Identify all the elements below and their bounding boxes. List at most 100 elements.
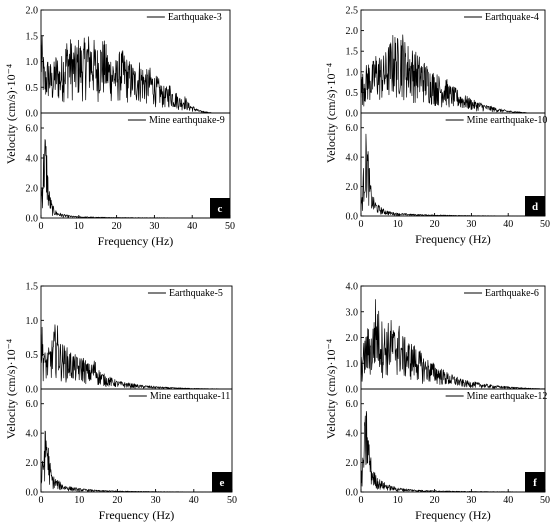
- y-tick-label: 2.0: [346, 182, 359, 193]
- subplot-f-1: 0.0 1.0 2.0 3.0 4.0 Earthquake-6: [346, 282, 546, 396]
- x-tick-label: 10: [74, 221, 84, 232]
- subplot-d-2: 0.0 2.0 4.0 6.0 Mine earthquake-10: [346, 112, 548, 223]
- legend-label: Earthquake-4: [485, 12, 539, 23]
- subplot-frame: [40, 388, 233, 493]
- y-tick-label: 1.0: [346, 67, 359, 78]
- y-tick-label: 1.0: [26, 57, 39, 68]
- x-tick-label: 30: [151, 495, 161, 506]
- y-tick-label: 4.0: [26, 154, 39, 165]
- x-axis-label: Frequency (Hz): [415, 508, 491, 522]
- y-axis-label: Velocity (cm/s)·10⁻⁴: [4, 339, 18, 439]
- legend-label: Earthquake-3: [168, 12, 222, 23]
- legend-label: Mine earthquake-9: [149, 115, 225, 126]
- legend-label: Mine earthquake-11: [150, 391, 230, 402]
- x-tick-label: 30: [466, 219, 476, 230]
- y-tick-label: 6.0: [26, 399, 39, 410]
- y-tick-label: 4.0: [346, 429, 359, 440]
- panel-letter: c: [218, 203, 223, 215]
- x-tick-label: 30: [149, 221, 159, 232]
- x-tick-label: 30: [466, 495, 476, 506]
- y-tick-label: 0.0: [26, 109, 39, 120]
- x-tick-label: 40: [503, 219, 513, 230]
- series-line-earthquake-6: [360, 299, 546, 390]
- y-tick-label: 6.0: [346, 399, 359, 410]
- series-line-mine-earthquake-11: [40, 430, 232, 493]
- y-tick-label: 1.0: [346, 359, 359, 370]
- subplot-e-1: 0.0 0.5 1.0 1.5 Earthquake-5: [26, 282, 233, 396]
- series-line-earthquake-5: [40, 324, 232, 390]
- x-tick-label: 10: [393, 219, 403, 230]
- y-tick-label: 6.0: [26, 124, 39, 135]
- x-tick-label: 20: [112, 495, 122, 506]
- x-axis-label: Frequency (Hz): [98, 234, 174, 248]
- y-tick-label: 2.0: [26, 6, 39, 17]
- legend-label: Mine earthquake-10: [467, 115, 548, 126]
- y-tick-label: 0.0: [26, 214, 39, 225]
- subplot-e-2: 0.0 2.0 4.0 6.0 Mine earthquake-11: [26, 388, 233, 499]
- x-tick-label: 0: [39, 495, 44, 506]
- x-tick-label: 40: [187, 221, 197, 232]
- y-axis-label: Velocity (cm/s)·10⁻⁴: [324, 63, 338, 163]
- y-tick-label: 0.5: [26, 83, 39, 94]
- chart-panel-e: 0.0 0.5 1.0 1.5 Earthquake-5 0.0 2.0 4.0 6.0 Mine…: [4, 282, 237, 523]
- series-line-earthquake-4: [360, 34, 545, 114]
- panel-badge: [525, 472, 545, 492]
- x-tick-label: 0: [359, 495, 364, 506]
- y-tick-label: 1.5: [26, 31, 39, 42]
- panel-badge: [525, 196, 545, 216]
- y-tick-label: 2.0: [346, 26, 359, 37]
- series-line-mine-earthquake-9: [40, 139, 230, 219]
- chart-panel-f: 0.0 1.0 2.0 3.0 4.0 Earthquake-6 0.0 2.0 4.0 6.0 M…: [324, 282, 550, 523]
- y-tick-label: 2.0: [26, 458, 39, 469]
- x-axis-label: Frequency (Hz): [415, 232, 491, 246]
- subplot-f-2: 0.0 2.0 4.0 6.0 Mine earthquake-12: [346, 388, 547, 499]
- series-line-mine-earthquake-10: [360, 133, 545, 217]
- y-axis-label: Velocity (cm/s)·10⁻⁴: [4, 64, 18, 164]
- y-tick-label: 0.0: [346, 385, 359, 396]
- y-tick-label: 3.0: [346, 307, 359, 318]
- panel-letter: d: [532, 201, 538, 213]
- y-tick-label: 0.0: [26, 488, 39, 499]
- subplot-frame: [360, 112, 546, 217]
- y-tick-label: 1.5: [26, 282, 39, 293]
- y-tick-label: 0.0: [346, 212, 359, 223]
- x-tick-label: 0: [359, 219, 364, 230]
- y-tick-label: 4.0: [26, 429, 39, 440]
- y-axis-label: Velocity (cm/s)·10⁻⁴: [324, 339, 338, 439]
- x-tick-label: 20: [430, 495, 440, 506]
- chart-panel-c: 0.0 0.5 1.0 1.5 2.0 Earthquake-3 0.0 2.0 4.0 6.0 M…: [4, 6, 235, 249]
- x-tick-label: 50: [227, 495, 237, 506]
- x-tick-label: 40: [189, 495, 199, 506]
- y-tick-label: 4.0: [346, 153, 359, 164]
- y-tick-label: 2.0: [346, 458, 359, 469]
- x-tick-label: 50: [540, 219, 550, 230]
- x-tick-label: 40: [503, 495, 513, 506]
- subplot-d-1: 0.0 0.5 1.0 1.5 2.0 2.5 Earthquake-4: [346, 6, 546, 120]
- y-tick-label: 6.0: [346, 123, 359, 134]
- legend-label: Earthquake-6: [485, 288, 539, 299]
- series-line-earthquake-3: [40, 35, 230, 114]
- x-tick-label: 10: [393, 495, 403, 506]
- x-tick-label: 20: [112, 221, 122, 232]
- x-axis-label: Frequency (Hz): [99, 508, 175, 522]
- y-tick-label: 0.0: [346, 488, 359, 499]
- subplot-c-2: 0.0 2.0 4.0 6.0 Mine earthquake-9: [26, 112, 231, 225]
- y-tick-label: 1.0: [26, 316, 39, 327]
- x-tick-label: 20: [430, 219, 440, 230]
- panel-badge: [210, 198, 230, 218]
- y-tick-label: 2.0: [26, 184, 39, 195]
- x-tick-label: 10: [74, 495, 84, 506]
- x-tick-label: 50: [540, 495, 550, 506]
- chart-panel-d: 0.0 0.5 1.0 1.5 2.0 2.5 Earthquake-4 0.0 2.0 4.0 6…: [324, 6, 550, 247]
- y-tick-label: 0.0: [346, 109, 359, 120]
- y-tick-label: 2.5: [346, 6, 359, 17]
- series-line-mine-earthquake-12: [360, 410, 545, 493]
- y-tick-label: 0.5: [26, 350, 39, 361]
- subplot-c-1: 0.0 0.5 1.0 1.5 2.0 Earthquake-3: [26, 6, 231, 120]
- panel-letter: e: [220, 477, 225, 489]
- x-tick-label: 50: [225, 221, 235, 232]
- y-tick-label: 0.0: [26, 385, 39, 396]
- subplot-frame: [40, 112, 231, 219]
- y-tick-label: 0.5: [346, 88, 359, 99]
